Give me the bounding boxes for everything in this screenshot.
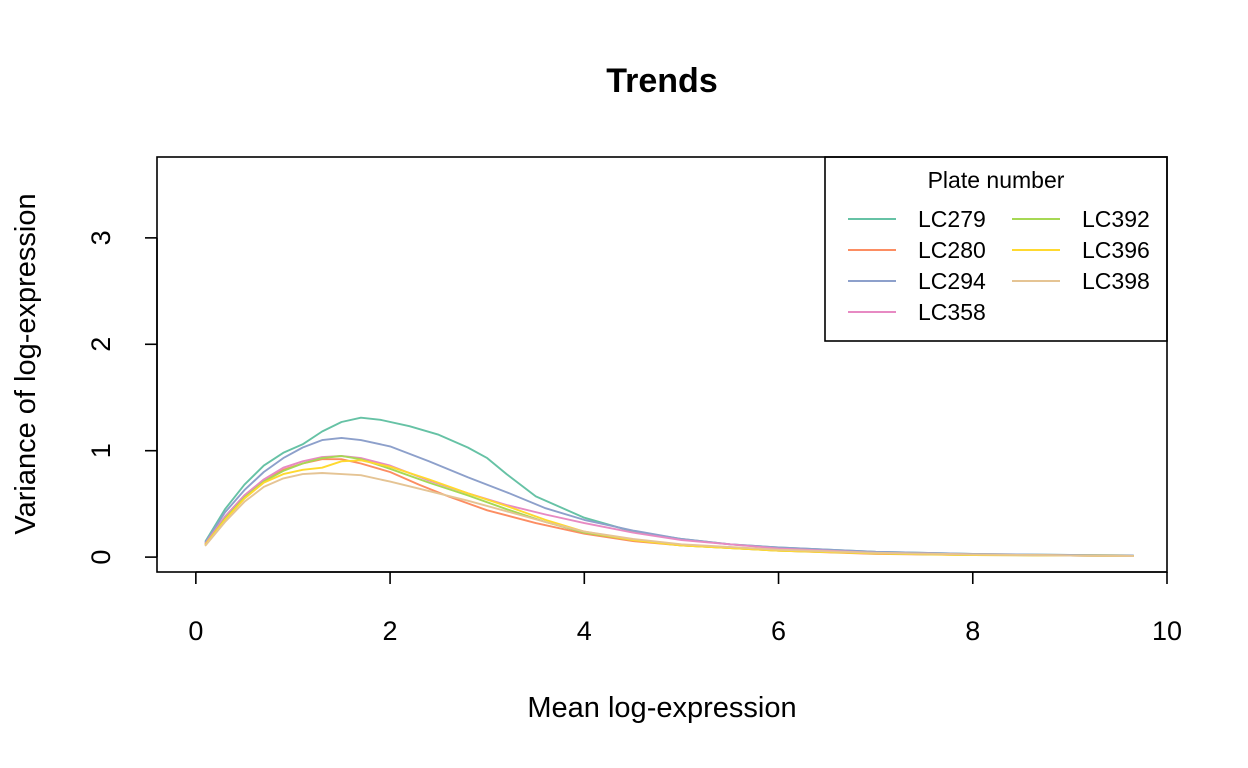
series-line-lc294 [204, 436, 1134, 557]
legend-label: LC392 [1082, 206, 1150, 232]
y-tick-label: 3 [86, 230, 116, 245]
legend-label: LC358 [918, 299, 986, 325]
chart-title: Trends [606, 62, 717, 100]
y-tick-label: 0 [86, 550, 116, 565]
series-layer [204, 416, 1134, 557]
y-axis: 0 1 2 3 [86, 230, 158, 565]
x-tick-label: 0 [188, 616, 203, 646]
legend-label: LC279 [918, 206, 986, 232]
y-tick-label: 1 [86, 443, 116, 458]
legend-label: LC398 [1082, 268, 1150, 294]
legend-label: LC294 [918, 268, 986, 294]
y-axis-title: Variance of log-expression [10, 193, 42, 534]
series-line-lc358 [204, 455, 1134, 557]
legend: Plate number LC279LC280LC294LC358LC392LC… [824, 156, 1168, 342]
legend-title: Plate number [928, 167, 1065, 193]
x-tick-label: 4 [577, 616, 592, 646]
x-axis-title: Mean log-expression [527, 692, 796, 724]
y-tick-label: 2 [86, 337, 116, 352]
series-line-lc392 [204, 455, 1134, 557]
series-line-lc398 [204, 472, 1134, 557]
x-tick-label: 6 [771, 616, 786, 646]
legend-label: LC280 [918, 237, 986, 263]
x-tick-label: 10 [1152, 616, 1182, 646]
legend-box [824, 156, 1168, 342]
legend-items: LC279 LC280 LC294 LC358 LC392 LC396 LC398 [848, 206, 1150, 325]
x-tick-label: 8 [965, 616, 980, 646]
legend-label: LC396 [1082, 237, 1150, 263]
x-axis: 0 2 4 6 8 10 [188, 571, 1182, 646]
x-tick-label: 2 [383, 616, 398, 646]
